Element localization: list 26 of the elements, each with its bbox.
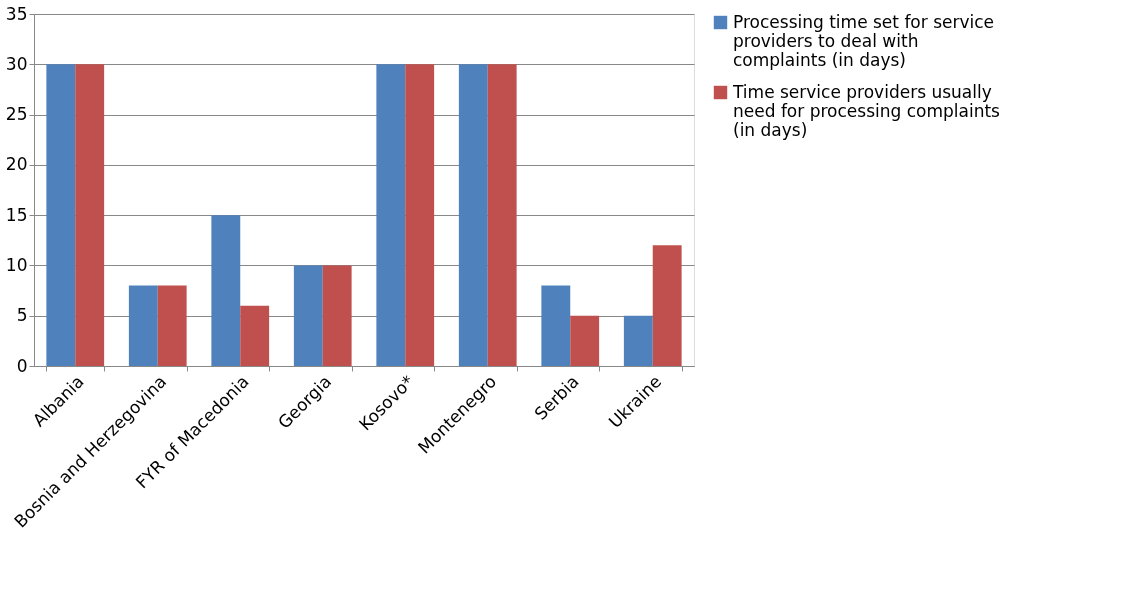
y-tick-label: 30 [5, 53, 28, 74]
bar [322, 265, 352, 366]
y-tick-label: 0 [16, 355, 28, 376]
bar [240, 305, 270, 366]
bar [652, 245, 682, 366]
bar [623, 315, 653, 366]
y-tick-label: 35 [5, 3, 28, 24]
bar [376, 64, 406, 366]
bar [487, 64, 517, 366]
bar [211, 215, 241, 366]
y-tick-label: 20 [5, 154, 28, 175]
bar [46, 64, 76, 366]
bar [293, 265, 323, 366]
legend-label: Time service providers usually need for processing complaints (in days) [732, 81, 1001, 140]
y-tick-label: 15 [5, 204, 28, 225]
bar [75, 64, 105, 366]
bar [570, 315, 600, 366]
bar [458, 64, 488, 366]
bar [541, 285, 571, 366]
bar [157, 285, 187, 366]
bar [405, 64, 435, 366]
y-tick-label: 5 [16, 305, 28, 326]
legend-label: Processing time set for service providers to deal with complaints (in days) [733, 11, 995, 70]
bar [128, 285, 158, 366]
y-tick-label: 10 [5, 254, 28, 275]
y-tick-label: 25 [5, 104, 28, 125]
